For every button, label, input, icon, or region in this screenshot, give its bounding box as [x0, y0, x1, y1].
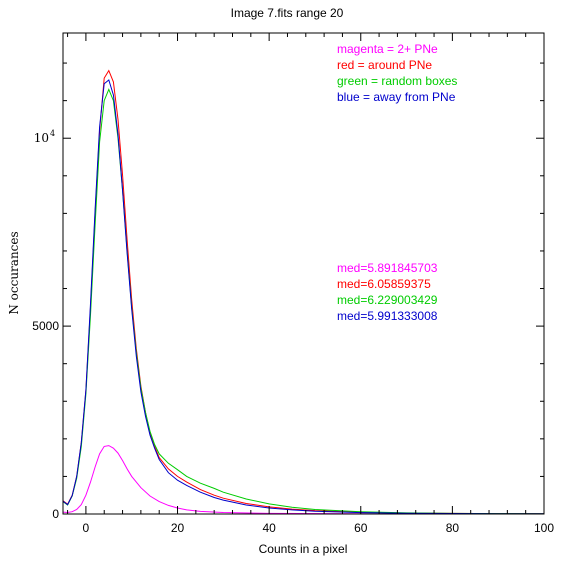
- x-tick-label: 100: [534, 521, 554, 535]
- x-tick-label: 40: [262, 521, 276, 535]
- x-axis-label: Counts in a pixel: [259, 542, 348, 556]
- y-axis-label: N occurances: [7, 231, 21, 314]
- series-line-2: [62, 88, 545, 515]
- median-labels: med=5.891845703 med=6.05859375 med=6.22900…: [337, 261, 438, 323]
- axes-layer: 0 20 40 60 80 100 0 5000 10 4: [32, 33, 554, 535]
- legend: magenta = 2+ PNe red = around PNe green = …: [337, 42, 457, 104]
- y-tick-label: 5000: [32, 319, 59, 333]
- x-tick-label: 80: [446, 521, 460, 535]
- series-line-3: [62, 79, 545, 515]
- series-layer: [62, 69, 545, 515]
- x-tick-label: 60: [354, 521, 368, 535]
- y-tick-label: 0: [52, 507, 59, 521]
- median-label: med=6.05859375: [337, 277, 431, 291]
- x-tick-label: 0: [83, 521, 90, 535]
- plot-frame: [62, 32, 545, 515]
- y-tick-label-exponent: 4: [50, 129, 55, 138]
- legend-entry: red = around PNe: [337, 58, 432, 72]
- legend-entry: magenta = 2+ PNe: [337, 42, 438, 56]
- chart-title: Image 7.fits range 20: [231, 6, 344, 20]
- median-label: med=6.229003429: [337, 293, 438, 307]
- median-label: med=5.891845703: [337, 261, 438, 275]
- x-tick-label: 20: [171, 521, 185, 535]
- median-label: med=5.991333008: [337, 309, 438, 323]
- legend-entry: blue = away from PNe: [337, 90, 456, 104]
- legend-entry: green = random boxes: [337, 74, 457, 88]
- y-tick-label: 10: [34, 131, 49, 145]
- series-line-0: [62, 445, 545, 515]
